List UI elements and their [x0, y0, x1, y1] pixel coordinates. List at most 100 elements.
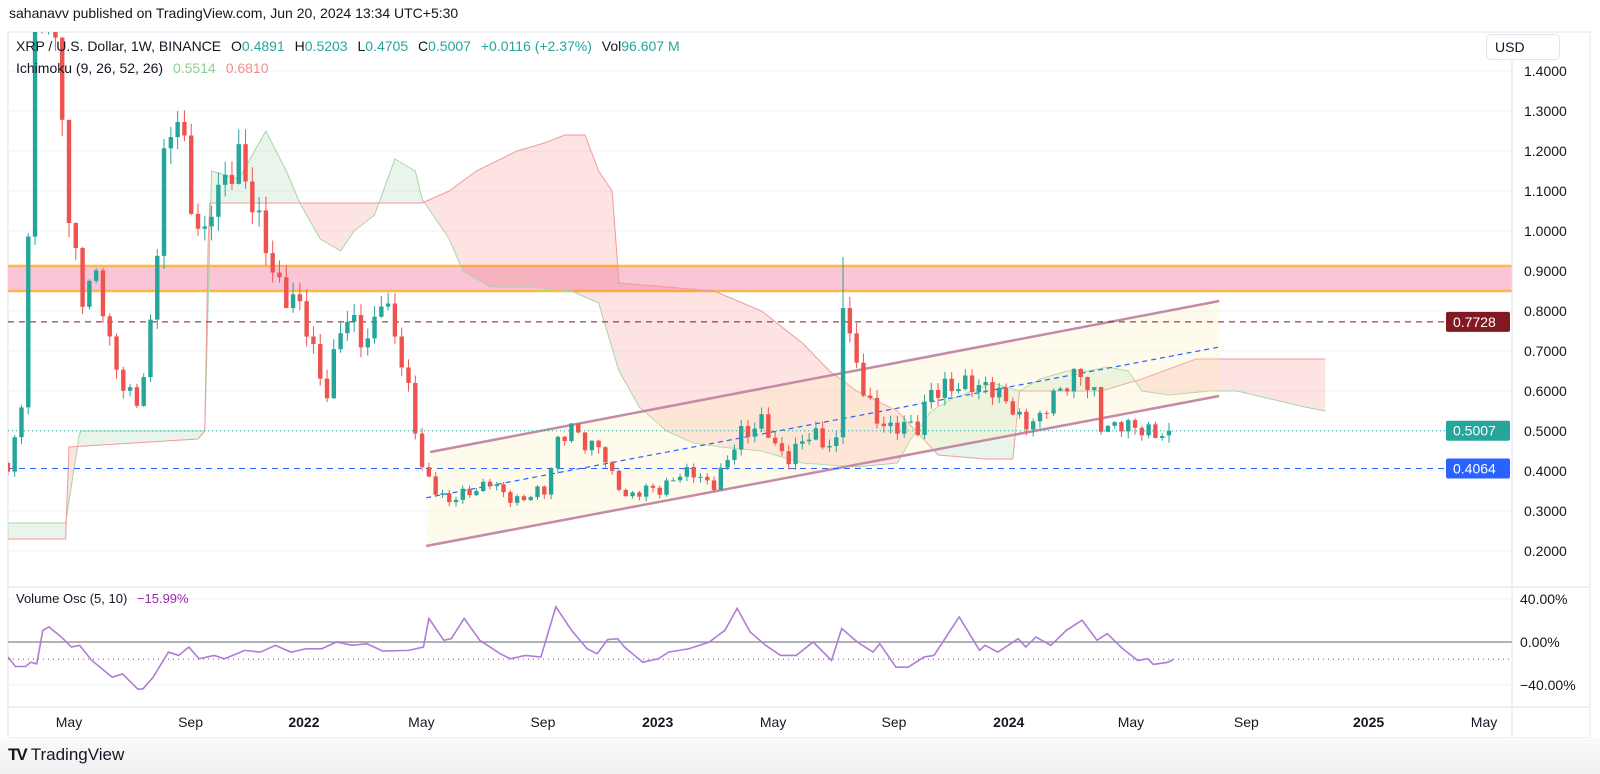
- candle-body: [474, 491, 479, 496]
- candle-body: [80, 247, 85, 307]
- candle-body: [542, 486, 547, 495]
- channel-lower-line: [425, 394, 1220, 548]
- time-tick: May: [1471, 714, 1497, 730]
- candle-body: [168, 137, 174, 149]
- price-badge: [1446, 420, 1510, 441]
- candle-body: [100, 270, 106, 317]
- candle-body: [508, 492, 513, 503]
- candle-body: [861, 362, 866, 396]
- candle-body: [915, 421, 920, 436]
- time-axis[interactable]: May Sep 2022 May Sep 2023 May Sep 2024 May Sep 2025…: [56, 714, 1497, 730]
- candle-body: [351, 315, 357, 322]
- brand-name: TradingView: [30, 745, 125, 764]
- candle-body: [189, 135, 194, 214]
- price-badge: [1446, 458, 1510, 479]
- horizontal-levels[interactable]: [8, 321, 1512, 469]
- candle-body: [664, 480, 669, 495]
- candle-body: [134, 387, 140, 406]
- ichimoku-title[interactable]: Ichimoku (9, 26, 52, 26): [16, 60, 164, 76]
- candle-body: [942, 378, 948, 398]
- ichimoku-span-a-line: [8, 129, 1326, 524]
- time-tick: 2025: [1353, 714, 1384, 730]
- open-label: O: [231, 38, 242, 54]
- candle-body: [711, 480, 717, 491]
- tradingview-logo-icon: TV: [8, 745, 28, 764]
- candle-body: [827, 445, 832, 448]
- candle-body: [236, 144, 241, 184]
- candle-body: [623, 489, 628, 497]
- osc-axis[interactable]: 40.00% 0.00% −40.00%: [1520, 591, 1576, 693]
- volume-osc-value: −15.99%: [136, 591, 189, 606]
- high-value: 0.5203: [304, 38, 348, 54]
- price-badges: 0.7728 0.5007 0.4064: [1446, 311, 1510, 479]
- candle-body: [929, 389, 934, 402]
- candle-body: [60, 37, 65, 120]
- candle-body: [331, 349, 337, 399]
- volume-label: Vol: [601, 38, 622, 54]
- time-tick: May: [408, 714, 434, 730]
- candle-body: [66, 119, 72, 223]
- candle-body: [983, 381, 988, 386]
- candle-body: [107, 316, 112, 337]
- candle-body: [12, 437, 17, 472]
- ichimoku-cloud: [8, 129, 1326, 540]
- candle-body: [406, 367, 411, 383]
- candle-body: [528, 497, 533, 501]
- candle-body: [718, 467, 724, 491]
- volume-osc-title[interactable]: Volume Osc (5, 10): [16, 591, 128, 606]
- candle-body: [1092, 387, 1097, 391]
- price-badge-label: 0.5007: [1453, 423, 1496, 439]
- candle-body: [494, 484, 499, 487]
- candle-body: [1051, 390, 1056, 414]
- close-value: 0.5007: [428, 38, 471, 54]
- candle-body: [868, 395, 873, 398]
- candle-body: [806, 439, 812, 442]
- candle-body: [1017, 411, 1022, 415]
- change-value: +0.0116 (+2.37%): [480, 38, 592, 54]
- candle-body: [643, 485, 649, 497]
- candle-body: [650, 485, 656, 488]
- candle-body: [691, 467, 696, 478]
- candle-body: [793, 443, 798, 465]
- tradingview-logo[interactable]: TV TradingView: [8, 745, 124, 765]
- ichimoku-legend: Ichimoku (9, 26, 52, 26) 0.5514 0.6810: [16, 60, 269, 76]
- candle-body: [202, 226, 207, 229]
- candle-body: [311, 336, 316, 345]
- time-tick: Sep: [178, 714, 203, 730]
- candle-body: [1064, 388, 1070, 392]
- candle-body: [637, 492, 642, 497]
- currency-button[interactable]: USD: [1486, 34, 1560, 60]
- candle-body: [419, 433, 425, 468]
- candle-body: [501, 484, 506, 493]
- candle-body: [630, 492, 635, 497]
- candle-body: [93, 270, 99, 281]
- candle-body: [263, 210, 269, 254]
- candlestick-series: [8, 32, 1172, 507]
- candle-body: [800, 441, 805, 444]
- candle-body: [969, 375, 975, 393]
- candle-body: [338, 333, 343, 350]
- candle-body: [786, 451, 791, 465]
- candle-body: [548, 468, 554, 495]
- resistance-zone: [8, 264, 1512, 293]
- candle-body: [256, 210, 262, 213]
- price-axis[interactable]: 1.4000 1.3000 1.2000 1.1000 1.0000 0.9000 0.80…: [1524, 63, 1567, 559]
- candle-body: [453, 499, 459, 503]
- time-tick: May: [760, 714, 786, 730]
- candle-body: [582, 432, 588, 451]
- symbol-title[interactable]: XRP / U.S. Dollar, 1W, BINANCE: [16, 38, 222, 54]
- candle-body: [392, 303, 398, 337]
- candle-body: [365, 338, 370, 348]
- candle-body: [284, 277, 289, 309]
- low-value: 0.4705: [365, 38, 409, 54]
- candle-body: [576, 423, 581, 433]
- time-tick: 2022: [288, 714, 319, 730]
- osc-tick: 0.00%: [1520, 634, 1560, 650]
- candle-body: [834, 437, 839, 446]
- candle-body: [426, 467, 432, 477]
- candle-body: [229, 174, 235, 184]
- candle-body: [1126, 420, 1131, 432]
- candle-body: [487, 481, 493, 487]
- candle-body: [956, 389, 961, 392]
